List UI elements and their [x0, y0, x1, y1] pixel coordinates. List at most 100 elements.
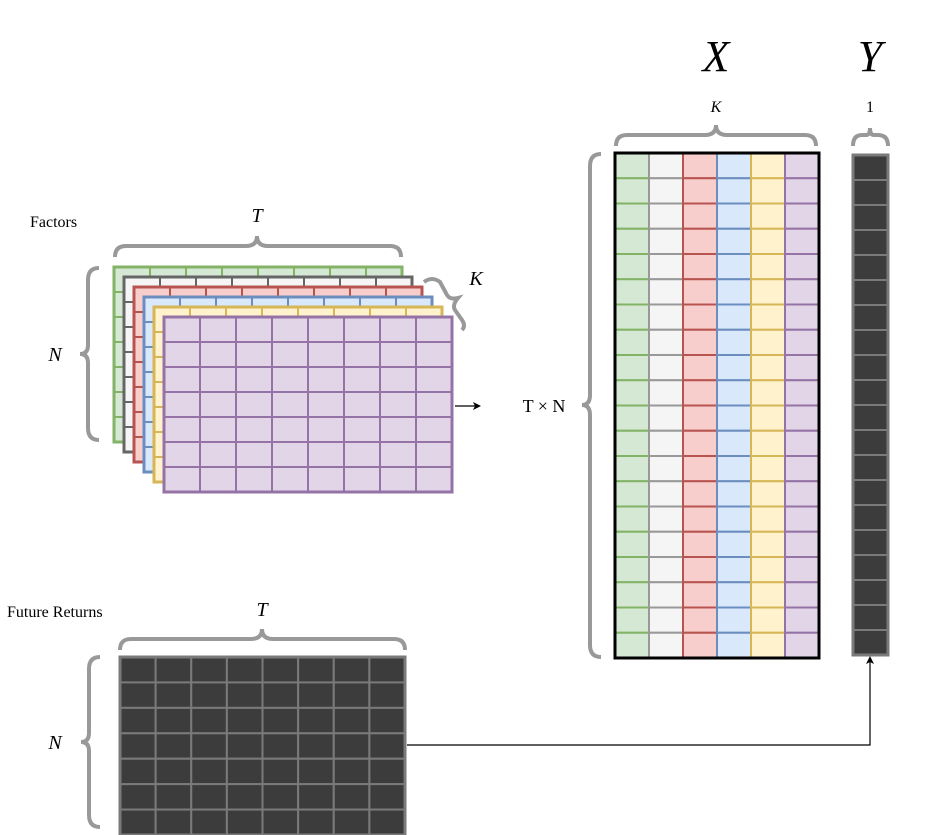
- factor-layers-stack: [112, 265, 454, 494]
- x-matrix-cell: [648, 631, 684, 659]
- factor-layer-6-cell: [199, 316, 237, 343]
- x-matrix-title: X: [701, 32, 732, 81]
- x-matrix-cell: [648, 606, 684, 634]
- returns-matrix-cell: [332, 656, 371, 684]
- x-matrix-cell: [784, 303, 820, 331]
- factor-layer-6-cell: [379, 316, 417, 343]
- factor-layer-6-cell: [271, 416, 309, 443]
- x-matrix-cell: [716, 177, 752, 205]
- returns-matrix-cell: [154, 681, 193, 709]
- y-vector-cols-label: 1: [866, 99, 874, 116]
- x-matrix-cell: [614, 227, 650, 255]
- x-matrix-cell: [716, 429, 752, 457]
- returns-matrix-cell: [297, 732, 335, 760]
- x-matrix-cell: [682, 455, 718, 483]
- x-matrix-cell: [614, 278, 650, 306]
- x-matrix-cell: [716, 556, 752, 584]
- x-matrix-cell: [784, 606, 820, 634]
- factor-layer-6-cell: [415, 341, 453, 368]
- x-matrix-cell: [682, 581, 718, 609]
- y-vector-title: Y: [858, 32, 887, 81]
- x-matrix-cell: [614, 354, 650, 382]
- y-vector-cell: [852, 429, 889, 456]
- x-matrix-cell: [750, 278, 786, 306]
- factor-layer-6-cell: [235, 316, 273, 343]
- x-matrix-cell: [682, 253, 718, 281]
- x-matrix-cell: [716, 505, 752, 533]
- y-vector-cell: [852, 254, 889, 281]
- y-vector-cols-brace: [851, 127, 890, 147]
- returns-matrix-cell: [154, 757, 193, 786]
- factor-layer-6-cell: [307, 466, 345, 493]
- x-matrix-cell: [716, 455, 752, 483]
- x-matrix-cell: [648, 530, 684, 558]
- x-matrix-cell: [682, 530, 718, 558]
- x-matrix-cell: [614, 606, 650, 634]
- x-matrix-cell: [648, 404, 684, 432]
- returns-matrix-cell: [297, 681, 335, 709]
- returns-matrix-border: [118, 655, 407, 835]
- y-vector-cell: [852, 504, 889, 531]
- x-matrix-grid: [613, 151, 821, 660]
- x-matrix-cell: [614, 505, 650, 533]
- returns-matrix-cell: [368, 706, 406, 735]
- returns-matrix-cell: [332, 681, 371, 709]
- factor-layer-6-cell: [415, 416, 453, 443]
- returns-matrix-cell: [119, 732, 157, 760]
- x-matrix-cell: [648, 328, 684, 356]
- returns-matrix-cell: [297, 706, 335, 735]
- returns-time-label: T: [256, 599, 269, 621]
- y-vector-cell: [852, 204, 889, 231]
- factor-layer-6-cell: [343, 391, 381, 418]
- x-matrix-cell: [716, 253, 752, 281]
- returns-matrix-cell: [368, 681, 406, 709]
- returns-matrix-cell: [119, 808, 157, 835]
- y-vector-cell: [852, 229, 889, 256]
- y-vector-cell: [852, 629, 889, 656]
- y-vector-cell: [852, 529, 889, 556]
- factor-layer-6-cell: [235, 341, 273, 368]
- x-matrix-cell: [750, 505, 786, 533]
- returns-matrix-cell: [225, 681, 264, 709]
- x-matrix-cell: [750, 480, 786, 508]
- x-matrix-cell: [750, 303, 786, 331]
- x-matrix-cell: [682, 606, 718, 634]
- x-matrix-cell: [648, 152, 684, 180]
- x-matrix-cell: [784, 455, 820, 483]
- x-matrix-column-1: [614, 152, 650, 659]
- factor-layer-6-cell: [199, 341, 237, 368]
- x-matrix-cell: [784, 404, 820, 432]
- factors-stocks-brace: [79, 266, 100, 442]
- x-matrix-rows-brace: [581, 152, 602, 659]
- returns-matrix-cell: [368, 783, 406, 811]
- y-vector-cell: [852, 379, 889, 406]
- factor-layer-6-cell: [307, 391, 345, 418]
- x-matrix-cell: [784, 202, 820, 230]
- factor-layer-6-cell: [379, 391, 417, 418]
- returns-matrix-cell: [154, 706, 193, 735]
- returns-matrix-cell: [368, 732, 406, 760]
- x-matrix-cell: [750, 429, 786, 457]
- x-matrix-column-3: [682, 152, 718, 659]
- returns-matrix-cell: [332, 757, 371, 786]
- factor-layer-6-cell: [307, 416, 345, 443]
- factor-layer-6-cell: [415, 466, 453, 493]
- returns-matrix-cell: [261, 732, 300, 760]
- x-matrix-cell: [784, 354, 820, 382]
- factors-time-label: T: [251, 205, 264, 227]
- factor-layer-6-cell: [235, 416, 273, 443]
- x-matrix-column-5: [750, 152, 786, 659]
- factor-layer-6-cell: [235, 366, 273, 393]
- x-matrix-cell: [716, 606, 752, 634]
- x-matrix-cell: [784, 480, 820, 508]
- x-matrix-cell: [614, 530, 650, 558]
- x-matrix-cell: [716, 354, 752, 382]
- x-matrix-cell: [614, 303, 650, 331]
- returns-matrix: [118, 655, 407, 835]
- x-matrix-cell: [648, 278, 684, 306]
- x-matrix-cell: [784, 379, 820, 407]
- returns-matrix-cell: [368, 808, 406, 835]
- returns-matrix-cell: [225, 757, 264, 786]
- factor-layer-6-cell: [235, 466, 273, 493]
